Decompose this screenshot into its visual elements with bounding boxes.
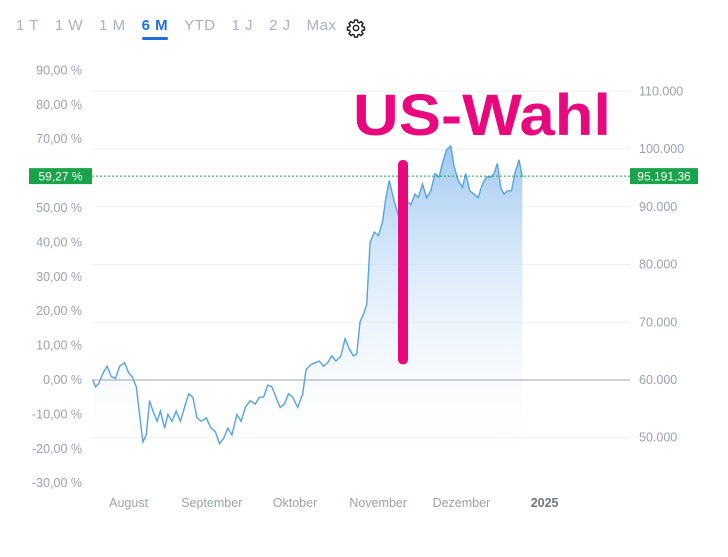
y-right-tick-label: 110.000 — [639, 84, 683, 98]
y-right-tick-label: 50.000 — [639, 431, 677, 445]
y-left-tick-label: 80,00 % — [36, 98, 82, 112]
y-left-tick-label: 50,00 % — [36, 201, 82, 215]
x-tick-label: 2025 — [531, 496, 559, 510]
annotation-bar — [398, 159, 408, 365]
tab-1w[interactable]: 1 W — [54, 17, 84, 34]
y-left-tick-label: 40,00 % — [36, 235, 82, 249]
gear-icon[interactable] — [346, 18, 366, 38]
tab-6m[interactable]: 6 M — [141, 17, 169, 40]
current-percent-label: 59,27 % — [38, 170, 82, 184]
series-line — [92, 144, 523, 446]
y-left-tick-label: 10,00 % — [36, 339, 82, 353]
tab-1j[interactable]: 1 J — [231, 17, 254, 34]
y-left-tick-label: 70,00 % — [36, 132, 82, 146]
y-left-tick-label: -30,00 % — [32, 476, 82, 490]
tab-1m[interactable]: 1 M — [99, 17, 126, 34]
series-area — [93, 146, 523, 462]
y-right-tick-label: 100.000 — [639, 142, 684, 156]
y-left-tick-label: 0,00 % — [43, 373, 82, 387]
x-tick-label: September — [181, 496, 242, 510]
y-right-tick-label: 70.000 — [639, 315, 677, 329]
y-right-tick-label: 60.000 — [639, 373, 677, 387]
x-tick-label: November — [349, 496, 407, 510]
tab-1t[interactable]: 1 T — [16, 17, 39, 34]
time-range-tabs: 1 T 1 W 1 M 6 M YTD 1 J 2 J Max — [16, 17, 352, 45]
current-price-label: 95.191,36 — [637, 170, 691, 184]
y-left-tick-label: 30,00 % — [36, 270, 82, 284]
y-left-tick-label: -20,00 % — [32, 442, 82, 456]
y-left-tick-label: 90,00 % — [36, 63, 82, 77]
x-tick-label: August — [109, 496, 148, 510]
current-percent-badge — [29, 168, 92, 185]
current-price-badge — [630, 168, 698, 185]
y-left-tick-label: 20,00 % — [36, 304, 82, 318]
x-tick-label: Oktober — [273, 496, 317, 510]
y-right-tick-label: 80.000 — [639, 258, 677, 272]
y-right-tick-label: 90.000 — [639, 200, 677, 214]
y-left-tick-label: -10,00 % — [32, 407, 82, 421]
tab-max[interactable]: Max — [306, 17, 337, 34]
x-tick-label: Dezember — [433, 496, 491, 510]
tab-2j[interactable]: 2 J — [269, 17, 291, 34]
tab-ytd[interactable]: YTD — [184, 17, 216, 34]
annotation-label: US-Wahl — [353, 83, 611, 148]
